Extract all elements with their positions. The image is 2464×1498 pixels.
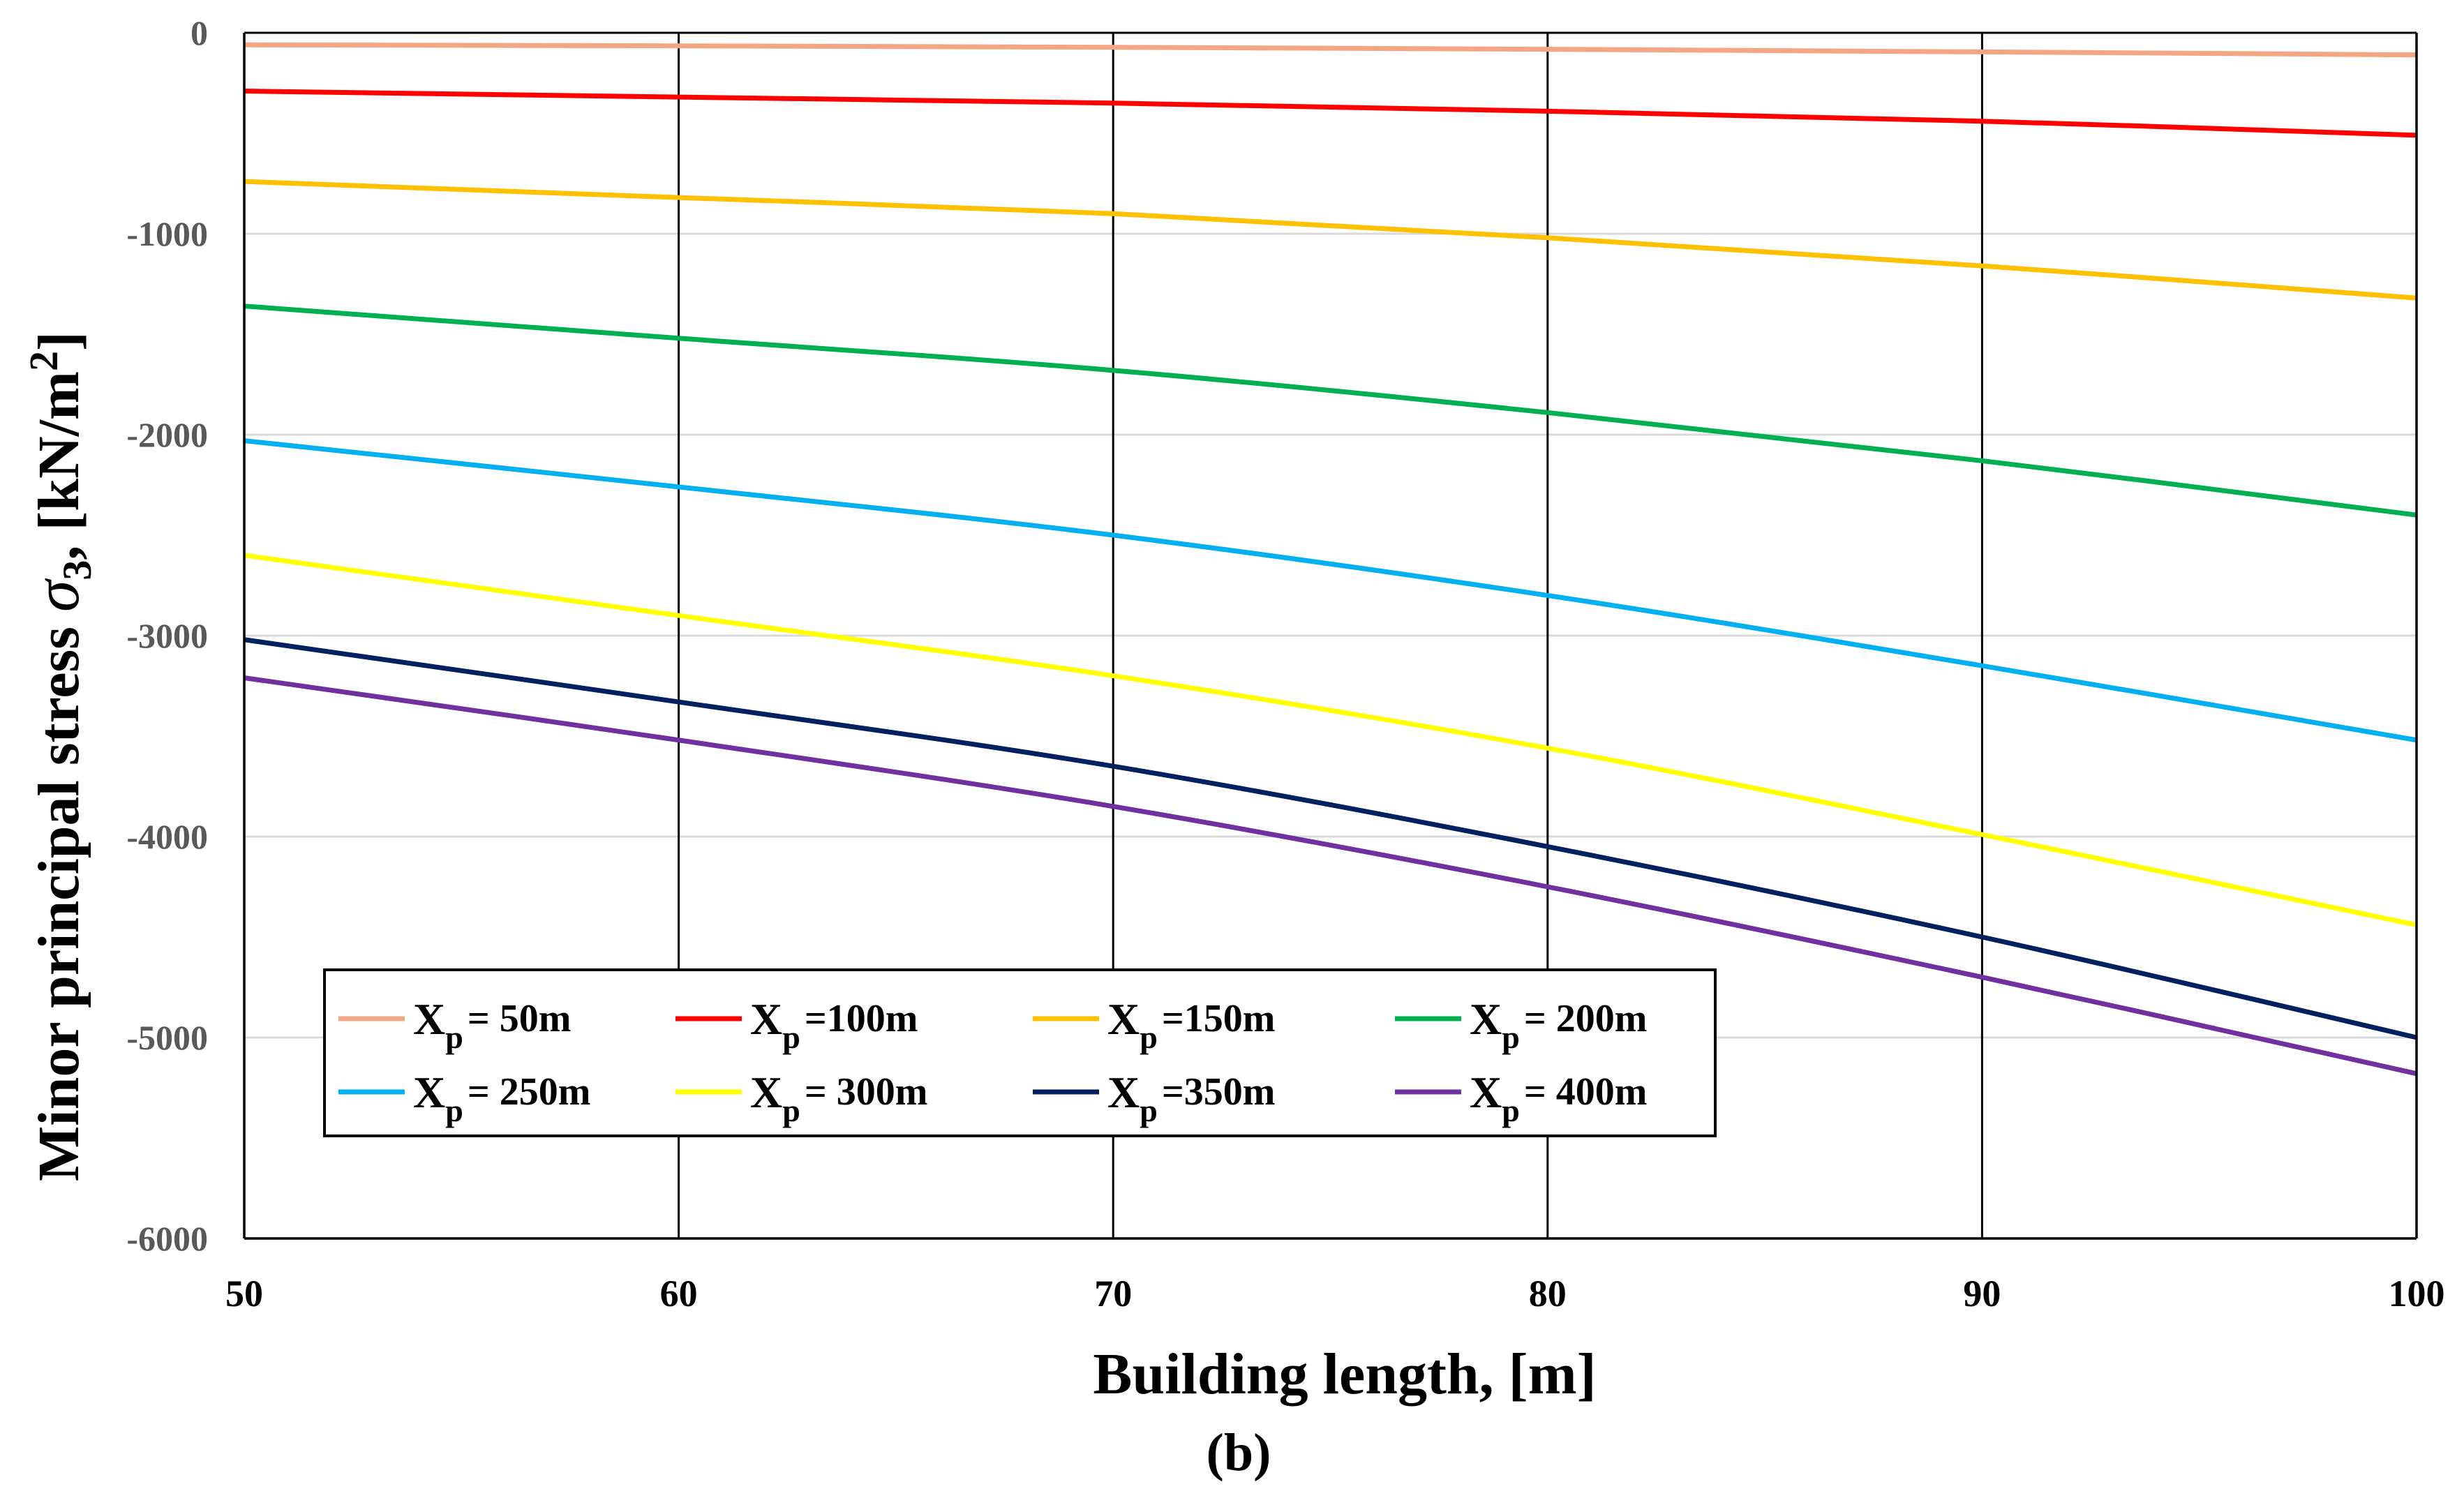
y-tick-label-1: -1000 — [126, 214, 208, 253]
legend-label-7: Xp = 400m — [1470, 1068, 1647, 1128]
legend-label-1: Xp =100m — [750, 994, 918, 1055]
series-line-5 — [244, 553, 2417, 928]
sigma-subscript: 3 — [54, 560, 100, 581]
sigma-symbol: σ — [21, 578, 92, 612]
y-tick-label-6: -6000 — [126, 1219, 208, 1258]
legend-label-4: Xp = 250m — [413, 1068, 590, 1128]
x-tick-label-2: 70 — [1094, 1273, 1132, 1315]
legend-label-3: Xp = 200m — [1470, 994, 1647, 1055]
legend-label-5: Xp = 300m — [750, 1068, 927, 1128]
series-line-7 — [244, 675, 2417, 1077]
legend: Xp = 50m Xp =100m Xp =150m Xp = 200m Xp = 250m Xp =… — [323, 968, 1717, 1137]
series-line-1 — [244, 89, 2417, 138]
x-tick-label-0: 50 — [225, 1273, 263, 1315]
legend-label-2: Xp =150m — [1107, 994, 1275, 1055]
y-tick-label-4: -4000 — [126, 817, 208, 856]
legend-label-0: Xp = 50m — [413, 994, 571, 1055]
unit-superscript: 2 — [21, 351, 66, 371]
series-line-2 — [244, 179, 2417, 301]
axes — [243, 31, 2418, 1240]
x-axis-title: Building length, [m] — [1093, 1342, 1596, 1407]
y-tick-label-5: -5000 — [126, 1018, 208, 1057]
y-tick-label-3: -3000 — [126, 616, 208, 655]
legend-box — [323, 968, 1717, 1137]
series-line-4 — [244, 438, 2417, 743]
series-line-3 — [244, 304, 2417, 518]
series-layer — [244, 42, 2417, 1077]
x-tick-label-4: 90 — [1963, 1273, 2001, 1315]
y-axis-title: Minor principal stress σ3, [kN/m2] — [21, 331, 100, 1181]
series-line-0 — [244, 42, 2417, 58]
legend-label-6: Xp =350m — [1107, 1068, 1275, 1128]
y-tick-label-0: 0 — [191, 13, 208, 52]
x-tick-label-3: 80 — [1529, 1273, 1567, 1315]
tick-labels: 0 -1000 -2000 -3000 -4000 -5000 -6000 50 60 70 80 9… — [126, 13, 2444, 1315]
x-tick-label-5: 100 — [2389, 1273, 2445, 1315]
series-line-6 — [244, 637, 2417, 1040]
panel-label: (b) — [1207, 1423, 1271, 1482]
x-tick-label-1: 60 — [660, 1273, 698, 1315]
y-tick-label-2: -2000 — [126, 415, 208, 454]
